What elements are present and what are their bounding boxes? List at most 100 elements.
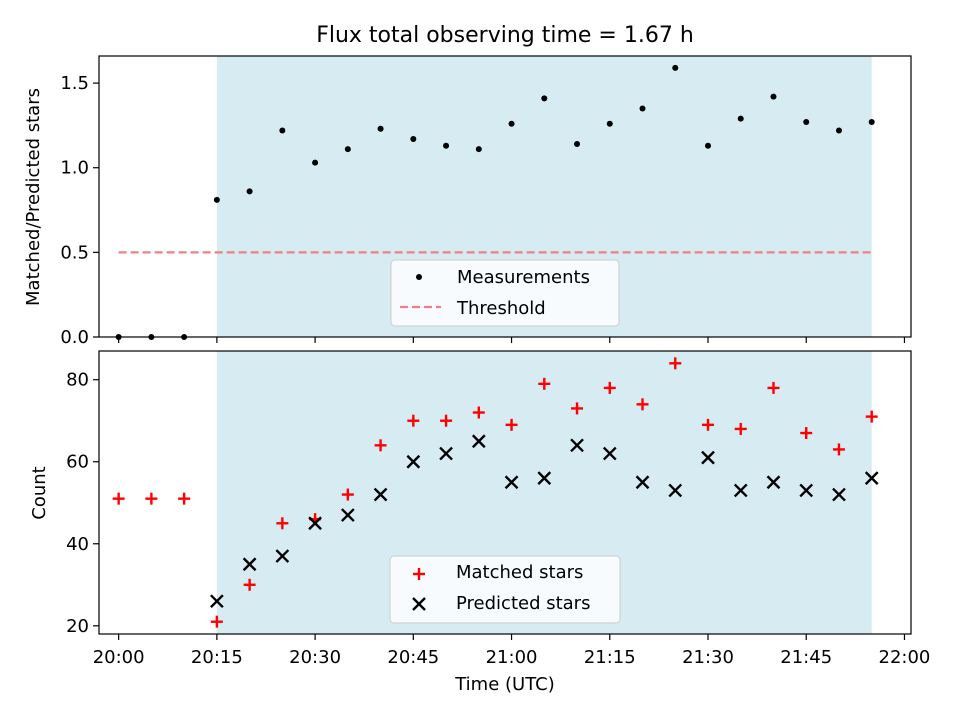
measurements-point [672, 64, 679, 71]
bottom-x-ticks: 20:00 20:15 20:30 20:45 21:00 21:15 21:30 21:45… [93, 634, 931, 668]
measurements-point [705, 142, 711, 149]
y-tick-label: 20 [66, 616, 89, 637]
top-legend: Measurements Threshold [390, 259, 620, 327]
legend-label-predicted: Predicted stars [456, 593, 590, 614]
measurements-point [574, 141, 581, 148]
top-y-ticks: 0.0 0.5 1.0 1.5 [60, 73, 99, 348]
matched-stars-point [636, 398, 649, 411]
predicted-stars-point [406, 454, 421, 469]
legend-label-measurements: Measurements [457, 267, 590, 288]
legend-marker-predicted [412, 597, 426, 611]
top-legend-box [390, 259, 620, 327]
measurements-point [541, 95, 548, 102]
legend-marker-matched [413, 568, 425, 580]
measurements-point [803, 119, 810, 126]
measurements-point [344, 146, 351, 153]
measurements-point [835, 127, 842, 134]
measurements-point [246, 188, 253, 195]
bottom-legend-box [389, 555, 621, 624]
predicted-stars-point [275, 549, 290, 563]
matched-stars-point [800, 427, 813, 440]
measurements-point [213, 196, 220, 203]
matched-stars-point [472, 406, 485, 419]
legend-marker-measurements [416, 274, 422, 280]
matched-stars-point [603, 381, 616, 394]
measurements-point [475, 146, 482, 153]
predicted-stars-point [340, 508, 355, 522]
measurements-point [639, 105, 646, 112]
x-axis-label: Time (UTC) [454, 674, 555, 695]
x-tick-label: 20:00 [93, 647, 145, 668]
x-tick-label: 21:00 [486, 647, 538, 668]
matched-stars-point [112, 492, 125, 505]
matched-stars-point [505, 418, 518, 431]
predicted-stars-point [701, 450, 715, 465]
top-axes-frame [98, 55, 912, 338]
matched-stars-point [865, 410, 878, 423]
x-tick-label: 22:00 [879, 647, 931, 668]
predicted-stars-point [668, 483, 683, 498]
predicted-stars-point [766, 475, 781, 490]
bottom-series-marks [112, 357, 879, 628]
predicted-stars-point [537, 471, 552, 485]
x-tick-label: 21:30 [682, 647, 734, 668]
matched-stars-point [440, 414, 453, 427]
predicted-stars-point [733, 483, 748, 498]
matched-stars-point [571, 402, 584, 415]
measurements-point [410, 135, 417, 142]
predicted-stars-point [242, 557, 257, 572]
matched-stars-point [145, 492, 158, 505]
top-y-axis-label: Matched/Predicted stars [23, 88, 44, 306]
predicted-stars-point [373, 487, 388, 502]
matched-stars-point [210, 615, 223, 628]
x-tick-label: 20:15 [191, 647, 243, 668]
matched-stars-point [832, 443, 845, 456]
predicted-stars-point [210, 594, 224, 609]
matched-stars-point [374, 439, 387, 452]
measurements-point [770, 93, 777, 100]
y-tick-label: 40 [66, 534, 89, 555]
y-tick-label: 60 [66, 452, 89, 473]
bottom-y-axis-label: Count [29, 466, 50, 519]
y-tick-label: 1.5 [60, 73, 89, 94]
predicted-stars-point [570, 438, 584, 453]
matched-stars-point [407, 414, 420, 427]
top-plot-panel: 0.0 0.5 1.0 1.5 [60, 55, 912, 348]
predicted-stars-point [635, 475, 650, 490]
matched-stars-point [276, 517, 289, 530]
measurements-point [868, 119, 875, 126]
predicted-stars-point [471, 434, 486, 449]
y-tick-label: 0.5 [60, 242, 89, 263]
matched-stars-point [243, 578, 256, 591]
bottom-legend: Matched stars Predicted stars [389, 555, 621, 624]
matched-stars-point [702, 418, 714, 431]
matched-stars-point [767, 381, 780, 394]
predicted-stars-point [864, 471, 879, 485]
matched-stars-point [669, 357, 682, 370]
chart-title: Flux total observing time = 1.67 h [316, 23, 694, 48]
measurements-point [508, 120, 515, 127]
legend-label-threshold: Threshold [456, 298, 546, 319]
matched-stars-point [341, 488, 354, 501]
y-tick-label: 0.0 [60, 327, 89, 348]
predicted-stars-point [832, 487, 846, 502]
measurements-point [737, 115, 744, 122]
legend-label-matched: Matched stars [456, 562, 583, 583]
measurements-point [312, 159, 319, 166]
matched-stars-point [178, 492, 191, 505]
bottom-axes-frame [98, 350, 912, 635]
measurements-point [279, 127, 286, 134]
top-series-marks [115, 64, 875, 340]
top-x-ticks [118, 337, 906, 343]
predicted-stars-point [602, 446, 617, 461]
y-tick-label: 80 [66, 370, 89, 391]
x-tick-label: 20:30 [289, 647, 341, 668]
predicted-stars-point [504, 475, 519, 490]
predicted-stars-point [308, 516, 322, 531]
measurements-point [443, 142, 450, 149]
measurements-point [606, 120, 613, 127]
y-tick-label: 1.0 [60, 158, 89, 179]
bottom-y-ticks: 20 40 60 80 [66, 370, 99, 637]
matched-stars-point [538, 377, 551, 390]
